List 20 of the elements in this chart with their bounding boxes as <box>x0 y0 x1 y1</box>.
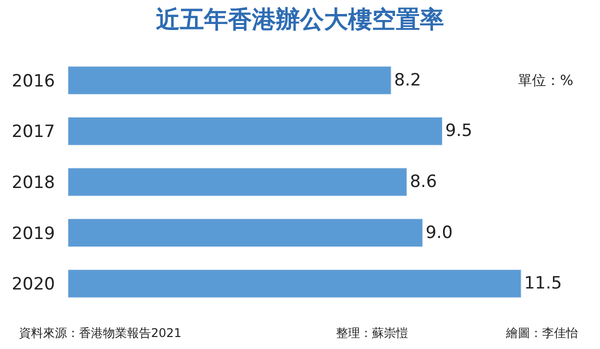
y-tick-label: 2016 <box>12 71 55 92</box>
source-note: 資料來源：香港物業報告2021 <box>19 326 182 340</box>
y-tick-label: 2020 <box>12 274 55 295</box>
bar <box>68 269 522 298</box>
bar <box>68 66 392 95</box>
bar <box>68 218 423 248</box>
data-label: 11.5 <box>524 274 562 294</box>
text: 繪圖：李佳怡 <box>505 326 578 340</box>
data-label: 8.6 <box>410 172 437 192</box>
y-tick-label: 2019 <box>12 224 55 244</box>
annotation: 單位：% <box>518 73 574 89</box>
y-tick-label: 2018 <box>12 172 55 193</box>
data-label: 9.0 <box>426 222 453 243</box>
bar <box>68 116 443 146</box>
data-label: 8.2 <box>394 70 422 90</box>
data-label: 9.5 <box>445 121 472 142</box>
text: 整理：蘇崇愷 <box>336 326 408 340</box>
bar <box>68 168 408 196</box>
y-tick-label: 2017 <box>12 122 55 142</box>
chart-title: 近五年香港辦公大樓空置率 <box>156 5 444 34</box>
